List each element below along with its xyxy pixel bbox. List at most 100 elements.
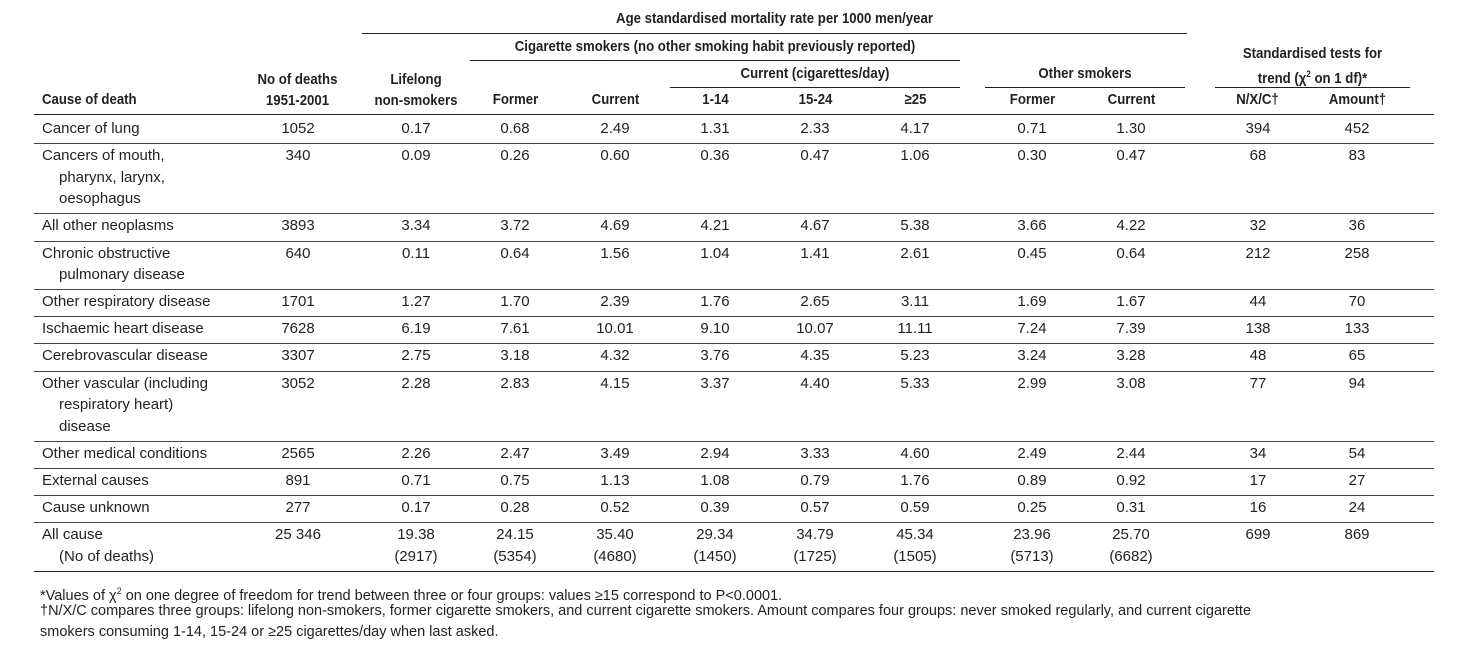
rate-former: 0.26 — [500, 147, 530, 165]
deaths-value: 1052 — [281, 120, 315, 137]
rate-cig-25-plus: 5.33 — [900, 374, 930, 392]
header-bottom-rule — [34, 114, 1434, 115]
rate-nonsmokers: 0.11 — [401, 244, 431, 262]
col-header-former: Former — [492, 91, 539, 108]
rate-cig-15-24: 10.07 — [796, 320, 834, 338]
row-divider — [34, 440, 1434, 442]
cause-of-death: Other medical conditions — [42, 444, 208, 462]
rate-trend-amount: 65 — [1348, 347, 1366, 365]
footnote-nxc-line1: †N/X/C compares three groups: lifelong n… — [40, 603, 1252, 619]
rate-trend-nxc: 394 — [1245, 120, 1271, 137]
rate-cig-25-plus: 5.23 — [900, 347, 930, 365]
rate-cig-25-plus: 0.59 — [900, 499, 930, 516]
rate-nonsmokers: 3.34 — [401, 217, 431, 235]
rate-cig-25-plus: 45.34 — [896, 526, 934, 544]
rate-nonsmokers: 1.27 — [401, 293, 431, 311]
deaths-value: 7628 — [281, 320, 315, 338]
rate-cig-15-24: 0.47 — [800, 147, 830, 165]
rate-cig-15-24: 4.67 — [800, 217, 830, 235]
rate-other-former: 2.49 — [1017, 444, 1047, 462]
rate-cig-1-14: 1.08 — [700, 471, 730, 489]
cigarette-rule — [470, 60, 960, 61]
rate-cig-15-24: 4.35 — [800, 347, 830, 365]
rate-current: 2.39 — [600, 293, 630, 311]
cigarette-smokers-title: Cigarette smokers (no other smoking habi… — [514, 38, 916, 55]
rate-other-former: 3.24 — [1017, 347, 1047, 365]
cause-of-death: Other respiratory disease — [42, 293, 211, 311]
deaths-value: 640 — [285, 244, 311, 262]
rate-other-current: 0.47 — [1116, 147, 1146, 165]
rate-trend-nxc: 138 — [1245, 320, 1271, 338]
rate-trend-amount: 24 — [1348, 499, 1366, 516]
rate-trend-nxc: 77 — [1249, 374, 1267, 392]
rate-other-current: 7.39 — [1116, 320, 1146, 338]
rate-cig-15-24: 2.65 — [800, 293, 830, 311]
rate-other-former: 1.69 — [1017, 293, 1047, 311]
death-count-former: (5354) — [493, 547, 537, 565]
cause-of-death: Ischaemic heart disease — [42, 320, 204, 338]
rate-cig-15-24: 3.33 — [800, 444, 830, 462]
col-header-deaths: No of deaths 1951-2001 — [257, 71, 338, 109]
rate-cig-1-14: 3.76 — [700, 347, 730, 365]
col-header-15-24: 15-24 — [798, 91, 833, 108]
deaths-value: 3052 — [281, 374, 315, 392]
col-header-cause: Cause of death — [42, 91, 137, 108]
death-count-current: (4680) — [593, 547, 637, 565]
rate-trend-amount: 94 — [1348, 374, 1366, 392]
footnote-chi-square: *Values of χ2 on one degree of freedom f… — [40, 586, 783, 604]
row-divider — [34, 213, 1434, 215]
rate-current: 4.32 — [600, 347, 630, 365]
rate-former: 2.47 — [500, 444, 530, 462]
death-count-cig-25-plus: (1505) — [893, 547, 937, 565]
rate-current: 10.01 — [596, 320, 634, 338]
rate-cig-15-24: 0.79 — [800, 471, 830, 489]
rate-other-current: 2.44 — [1116, 444, 1146, 462]
rate-nonsmokers: 0.17 — [401, 120, 431, 137]
deaths-value: 2565 — [281, 444, 315, 462]
col-header-other-current: Current — [1107, 91, 1156, 108]
rate-cig-25-plus: 1.76 — [900, 471, 930, 489]
cause-of-death: All other neoplasms — [42, 217, 174, 235]
cause-of-death: pulmonary disease — [59, 266, 185, 284]
row-divider — [34, 289, 1434, 291]
rate-former: 7.61 — [500, 320, 530, 338]
rate-current: 0.52 — [600, 499, 630, 516]
trend-rule — [1215, 87, 1410, 88]
deaths-value: 891 — [285, 471, 311, 489]
rate-other-current: 0.31 — [1116, 499, 1146, 516]
rate-cig-15-24: 4.40 — [800, 374, 830, 392]
deaths-value: 3893 — [281, 217, 315, 235]
row-divider — [34, 467, 1434, 469]
deaths-value: 1701 — [281, 293, 315, 311]
rate-trend-amount: 36 — [1348, 217, 1366, 235]
current-cigs-title: Current (cigarettes/day) — [740, 65, 890, 82]
col-header-1-14: 1-14 — [702, 91, 729, 108]
rate-trend-amount: 83 — [1348, 147, 1366, 165]
trend-title-line1: Standardised tests for — [1242, 45, 1383, 62]
col-header-current: Current — [591, 91, 640, 108]
row-divider — [34, 370, 1434, 372]
trend-title: Standardised tests for trend (χ2 on 1 df… — [1227, 43, 1399, 89]
rate-other-current: 3.08 — [1116, 374, 1146, 392]
footnote-nxc-line2: smokers consuming 1-14, 15-24 or ≥25 cig… — [40, 624, 499, 640]
deaths-value: 340 — [285, 147, 311, 165]
rate-current: 1.13 — [600, 471, 630, 489]
rate-trend-amount: 869 — [1344, 526, 1370, 544]
rate-cig-25-plus: 1.06 — [900, 147, 930, 165]
rate-cig-25-plus: 11.11 — [897, 320, 933, 338]
cause-of-death: External causes — [42, 471, 149, 489]
rate-nonsmokers: 2.26 — [401, 444, 431, 462]
rate-cig-15-24: 0.57 — [800, 499, 830, 516]
death-count-other-current: (6682) — [1109, 547, 1153, 565]
other-rule — [985, 87, 1185, 88]
rate-other-former: 2.99 — [1017, 374, 1047, 392]
rate-cig-15-24: 34.79 — [796, 526, 834, 544]
rate-other-former: 23.96 — [1013, 526, 1051, 544]
row-divider — [34, 240, 1434, 242]
rate-former: 3.72 — [500, 217, 530, 235]
rate-trend-amount: 54 — [1348, 444, 1366, 462]
cause-of-death: Cancers of mouth, — [42, 147, 165, 165]
rate-former: 24.15 — [496, 526, 534, 544]
cause-of-death: respiratory heart) — [59, 396, 174, 414]
col-header-amount: Amount† — [1328, 91, 1387, 108]
